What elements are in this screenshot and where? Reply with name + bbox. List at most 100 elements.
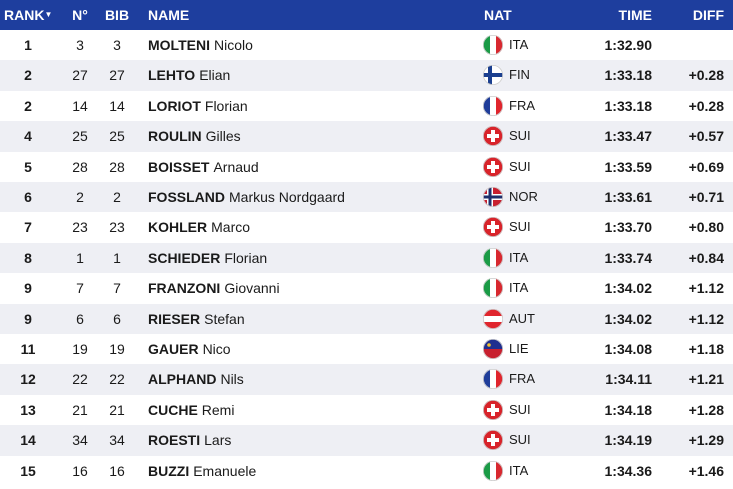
flag xyxy=(482,430,504,451)
athlete-name: KOHLER Marco xyxy=(148,212,250,242)
nation: SUI xyxy=(509,432,531,448)
result-row[interactable]: 12 22 22 ALPHAND Nils FRA 1:34.11 +1.21 xyxy=(0,364,733,395)
result-row[interactable]: 4 25 25 ROULIN Gilles SUI 1:33.47 +0.57 xyxy=(0,121,733,152)
flag-icon xyxy=(482,217,504,242)
rank: 8 xyxy=(24,249,32,266)
time: 1:32.90 xyxy=(604,37,652,53)
nation: SUI xyxy=(509,128,531,144)
result-row[interactable]: 6 2 2 FOSSLAND Markus Nordgaard NOR 1:33.61 +0.… xyxy=(0,182,733,213)
athlete-name: BOISSET Arnaud xyxy=(148,152,259,182)
bib: 7 xyxy=(113,280,121,297)
start-number: 23 xyxy=(72,219,88,236)
time: 1:33.18 xyxy=(604,67,652,84)
nation: SUI xyxy=(509,401,531,417)
nation: FRA xyxy=(509,371,535,387)
time-header[interactable]: TIME xyxy=(618,7,652,23)
name-header[interactable]: NAME xyxy=(148,7,190,23)
result-row[interactable]: 9 7 7 FRANZONI Giovanni ITA 1:34.02 +1.12 xyxy=(0,273,733,303)
flag-icon xyxy=(482,34,504,60)
bib: 19 xyxy=(109,341,125,357)
result-row[interactable]: 11 19 19 GAUER Nico LIE 1:34.08 +1.18 xyxy=(0,334,733,364)
diff: +0.28 xyxy=(688,97,724,114)
start-number: 6 xyxy=(76,310,84,327)
nation: SUI xyxy=(509,219,531,235)
athlete-name: BUZZI Emanuele xyxy=(148,456,256,486)
nation: ITA xyxy=(509,249,529,265)
time: 1:33.47 xyxy=(604,128,652,145)
nation: FIN xyxy=(509,67,530,83)
nation: ITA xyxy=(509,462,529,478)
result-row[interactable]: 7 23 23 KOHLER Marco SUI 1:33.70 +0.80 xyxy=(0,212,733,242)
start-number: 21 xyxy=(72,401,88,418)
flag-icon xyxy=(482,247,504,273)
flag xyxy=(482,399,504,420)
rank-header[interactable]: RANK▼ xyxy=(4,0,52,30)
flag xyxy=(482,278,504,299)
result-row[interactable]: 8 1 1 SCHIEDER Florian ITA 1:33.74 +0.84 xyxy=(0,242,733,274)
nat-header[interactable]: NAT xyxy=(484,7,512,23)
result-row[interactable]: 2 27 27 LEHTO Elian FIN 1:33.18 +0.28 xyxy=(0,60,733,91)
time: 1:34.02 xyxy=(604,310,652,327)
flag xyxy=(482,369,504,390)
result-row[interactable]: 15 16 16 BUZZI Emanuele ITA 1:34.36 +1.46 xyxy=(0,456,733,486)
no-header[interactable]: N° xyxy=(72,7,88,23)
athlete-name: LORIOT Florian xyxy=(148,91,248,121)
rank: 7 xyxy=(24,219,32,236)
surname: MOLTENI xyxy=(148,37,210,53)
first-name: Emanuele xyxy=(193,462,257,479)
start-number: 25 xyxy=(72,128,88,145)
bib: 2 xyxy=(113,189,121,205)
athlete-name: ROULIN Gilles xyxy=(148,121,241,151)
sort-arrow: ▼ xyxy=(44,10,53,19)
result-row[interactable]: 9 6 6 RIESER Stefan AUT 1:34.02 +1.12 xyxy=(0,303,733,334)
diff: +0.71 xyxy=(688,189,724,205)
surname: BUZZI xyxy=(148,462,190,479)
nation: NOR xyxy=(509,189,538,204)
start-number: 28 xyxy=(72,158,88,175)
flag xyxy=(482,95,504,116)
flag-icon xyxy=(482,430,504,455)
bib: 23 xyxy=(109,219,125,236)
athlete-name: RIESER Stefan xyxy=(148,304,245,334)
bib: 16 xyxy=(109,462,125,479)
table-header: RANK▼ N° BIB NAME NAT TIME DIFF xyxy=(0,0,733,30)
result-row[interactable]: 5 28 28 BOISSET Arnaud SUI 1:33.59 +0.69 xyxy=(0,152,733,182)
start-number: 16 xyxy=(72,462,88,479)
surname: ROULIN xyxy=(148,128,202,145)
flag xyxy=(482,156,504,177)
result-row[interactable]: 13 21 21 CUCHE Remi SUI 1:34.18 +1.28 xyxy=(0,395,733,425)
surname: KOHLER xyxy=(148,219,208,236)
result-row[interactable]: 14 34 34 ROESTI Lars SUI 1:34.19 +1.29 xyxy=(0,425,733,456)
surname: RIESER xyxy=(148,310,201,327)
result-row[interactable]: 1 3 3 MOLTENI Nicolo ITA 1:32.90 xyxy=(0,30,733,60)
rank: 11 xyxy=(20,341,36,357)
surname: ALPHAND xyxy=(148,371,217,388)
first-name: Florian xyxy=(204,97,248,114)
athlete-name: GAUER Nico xyxy=(148,334,231,364)
rank: 4 xyxy=(24,128,32,145)
first-name: Arnaud xyxy=(213,158,259,175)
diff: +1.46 xyxy=(688,462,724,479)
time: 1:34.08 xyxy=(604,341,652,357)
diff-header[interactable]: DIFF xyxy=(692,7,724,23)
time: 1:34.36 xyxy=(604,462,652,479)
rank: 14 xyxy=(20,432,36,449)
time: 1:33.74 xyxy=(604,249,652,266)
rank: 12 xyxy=(20,371,36,388)
athlete-name: ROESTI Lars xyxy=(148,425,231,455)
bib: 34 xyxy=(109,432,125,449)
first-name: Stefan xyxy=(204,310,245,327)
flag-icon xyxy=(482,399,504,425)
flag xyxy=(482,460,504,481)
result-row[interactable]: 2 14 14 LORIOT Florian FRA 1:33.18 +0.28 xyxy=(0,91,733,121)
flag xyxy=(482,247,504,268)
nation: AUT xyxy=(509,310,535,326)
start-number: 27 xyxy=(72,67,88,84)
flag xyxy=(482,186,504,208)
bib: 21 xyxy=(109,401,125,418)
bib: 28 xyxy=(109,158,125,175)
bib-header[interactable]: BIB xyxy=(104,7,130,23)
first-name: Gilles xyxy=(205,128,241,145)
flag-icon xyxy=(482,65,504,90)
